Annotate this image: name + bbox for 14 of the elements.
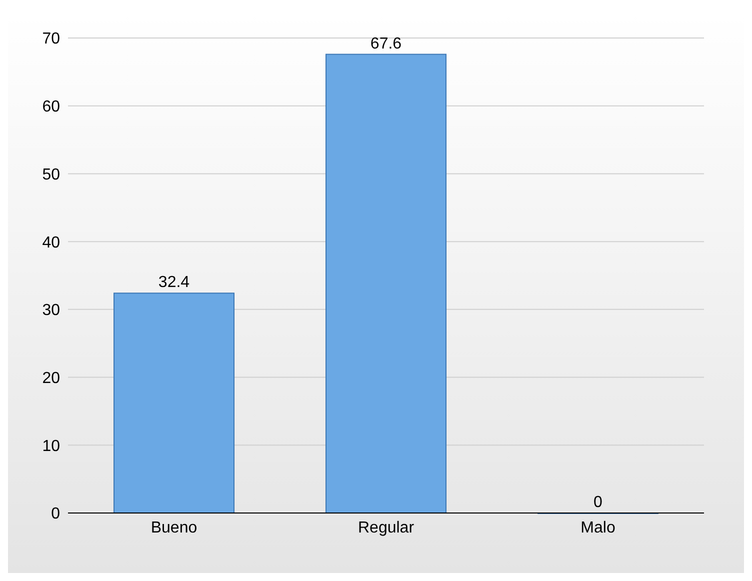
y-tick-label: 50 bbox=[42, 166, 60, 184]
y-tick-label: 70 bbox=[42, 30, 60, 48]
y-tick-label: 60 bbox=[42, 98, 60, 116]
y-tick-label: 10 bbox=[42, 438, 60, 455]
data-label: 0 bbox=[594, 494, 603, 511]
x-tick-label: Regular bbox=[358, 519, 415, 536]
y-tick-label: 20 bbox=[42, 370, 60, 387]
data-label: 67.6 bbox=[370, 35, 402, 52]
data-label: 32.4 bbox=[158, 274, 190, 292]
x-tick-label: Bueno bbox=[150, 519, 198, 536]
y-tick-label: 40 bbox=[42, 234, 60, 252]
y-tick-label: 0 bbox=[51, 506, 60, 523]
x-tick-label: Malo bbox=[580, 519, 616, 536]
y-tick-label: 30 bbox=[42, 302, 60, 320]
